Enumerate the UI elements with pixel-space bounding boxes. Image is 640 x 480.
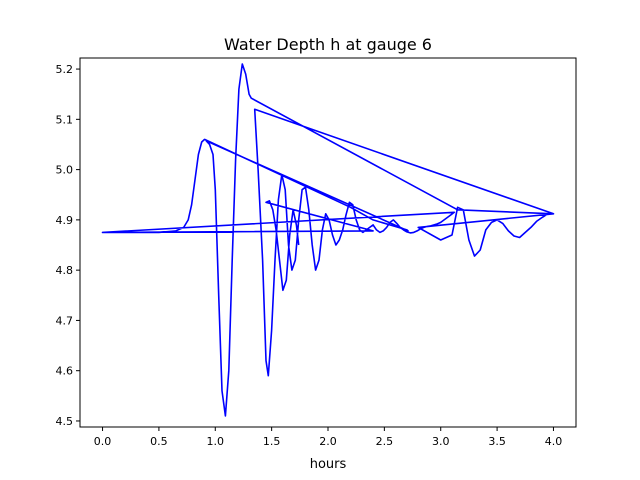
x-axis-label: hours — [310, 457, 347, 472]
y-tick-label: 5.2 — [56, 63, 74, 76]
y-tick-label: 4.6 — [56, 365, 74, 378]
plot-area — [101, 63, 555, 417]
x-tick-label: 1.0 — [207, 435, 225, 448]
x-tick-label: 3.0 — [432, 435, 450, 448]
x-tick-label: 1.5 — [263, 435, 281, 448]
chart-title: Water Depth h at gauge 6 — [224, 35, 432, 54]
y-tick-label: 4.8 — [56, 264, 74, 277]
y-tick-label: 4.5 — [56, 415, 74, 428]
plot-frame — [79, 57, 577, 428]
y-tick-label: 4.7 — [56, 314, 74, 327]
axes: 0.0 0.5 1.0 1.5 2.0 2.5 3.0 3.5 4.0 4.5 4.6 4.7 4.8 4… — [56, 63, 563, 448]
y-tick-label: 5.0 — [56, 164, 74, 177]
x-tick-label: 0.5 — [150, 435, 168, 448]
y-tick-label: 5.1 — [56, 113, 74, 126]
x-tick-label: 2.0 — [319, 435, 337, 448]
x-tick-label: 2.5 — [376, 435, 394, 448]
y-tick-label: 4.9 — [56, 214, 74, 227]
series-line — [101, 63, 555, 417]
x-tick-label: 4.0 — [545, 435, 563, 448]
x-tick-label: 0.0 — [94, 435, 112, 448]
x-tick-label: 3.5 — [488, 435, 506, 448]
